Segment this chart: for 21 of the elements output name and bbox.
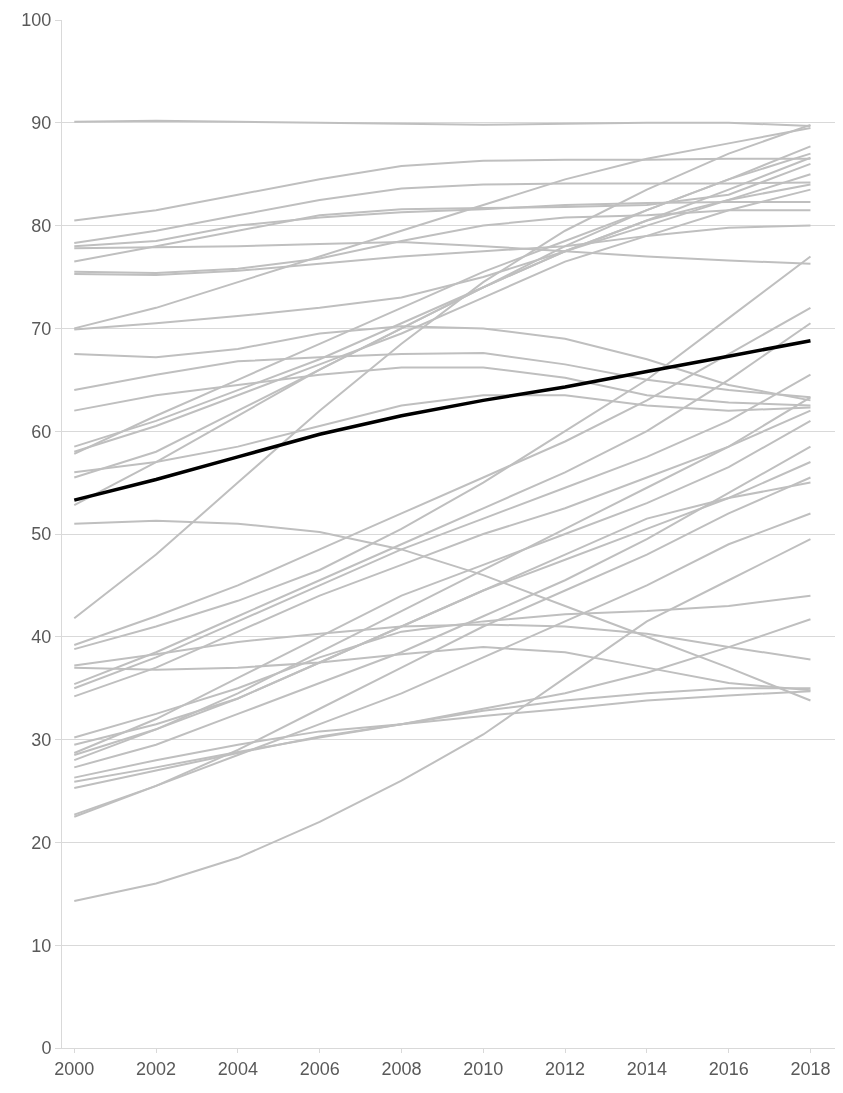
x-tick-label: 2006 xyxy=(299,1058,340,1079)
x-tick-label: 2014 xyxy=(626,1058,667,1079)
x-tick-label: 2008 xyxy=(381,1058,422,1079)
x-tick-label: 2002 xyxy=(136,1058,177,1079)
y-tick-label: 80 xyxy=(31,215,52,236)
y-tick-label: 30 xyxy=(31,729,52,750)
x-tick-label: 2016 xyxy=(708,1058,749,1079)
y-tick-label: 40 xyxy=(31,627,52,648)
y-tick-label: 10 xyxy=(31,935,52,956)
y-tick-label: 50 xyxy=(31,524,52,545)
x-tick-label: 2012 xyxy=(545,1058,586,1079)
y-tick-label: 90 xyxy=(31,113,52,134)
x-tick-label: 2004 xyxy=(217,1058,258,1079)
x-tick-label: 2010 xyxy=(463,1058,504,1079)
x-tick-label: 2018 xyxy=(790,1058,831,1079)
y-tick-label: 70 xyxy=(31,318,52,339)
y-tick-label: 60 xyxy=(31,421,52,442)
y-tick-label: 20 xyxy=(31,832,52,853)
y-tick-label: 0 xyxy=(41,1038,52,1059)
x-tick-label: 2000 xyxy=(54,1058,95,1079)
y-tick-label: 100 xyxy=(21,10,52,31)
